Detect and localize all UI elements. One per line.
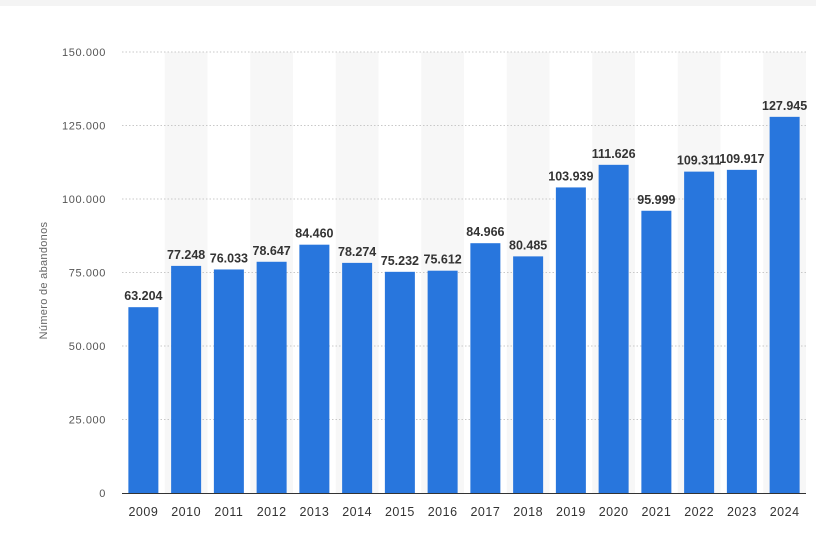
x-tick-label: 2022 bbox=[684, 505, 714, 519]
bar-value-label: 80.485 bbox=[509, 238, 547, 252]
y-tick-label: 150.000 bbox=[62, 47, 106, 59]
y-tick-label: 50.000 bbox=[69, 341, 106, 353]
y-tick-label: 0 bbox=[99, 488, 106, 500]
x-tick-label: 2014 bbox=[342, 505, 372, 519]
y-axis-ticks: 0 25.000 50.000 75.000 100.000 125.000 150.000 bbox=[62, 47, 106, 500]
bar-value-labels: 63.204 77.248 76.033 78.647 84.460 78.274 75.2… bbox=[124, 99, 807, 303]
bar-2018[interactable] bbox=[513, 256, 544, 493]
y-tick-label: 100.000 bbox=[62, 194, 106, 206]
bar-value-label: 75.612 bbox=[424, 253, 462, 267]
bars bbox=[128, 116, 800, 493]
bar-2014[interactable] bbox=[342, 262, 373, 493]
bar-value-label: 84.966 bbox=[466, 225, 504, 239]
bar-2021[interactable] bbox=[641, 210, 672, 493]
x-tick-label: 2023 bbox=[727, 505, 757, 519]
x-tick-label: 2013 bbox=[299, 505, 329, 519]
bar-2019[interactable] bbox=[555, 187, 586, 493]
y-axis-label: Número de abandonos bbox=[38, 222, 50, 340]
bar-2020[interactable] bbox=[598, 164, 629, 493]
bar-value-label: 76.033 bbox=[210, 251, 248, 265]
bar-value-label: 77.248 bbox=[167, 248, 205, 262]
bar-2015[interactable] bbox=[384, 271, 415, 493]
bar-2009[interactable] bbox=[128, 307, 159, 493]
x-tick-label: 2020 bbox=[599, 505, 629, 519]
bar-2010[interactable] bbox=[171, 265, 202, 493]
bar-value-label: 78.647 bbox=[253, 244, 291, 258]
bar-2024[interactable] bbox=[769, 116, 800, 493]
bar-value-label: 127.945 bbox=[762, 99, 807, 113]
x-tick-label: 2015 bbox=[385, 505, 415, 519]
bar-value-label: 103.939 bbox=[548, 169, 593, 183]
x-tick-label: 2024 bbox=[770, 505, 800, 519]
bar-value-label: 111.626 bbox=[592, 147, 636, 161]
bar-2013[interactable] bbox=[299, 244, 330, 493]
x-tick-label: 2016 bbox=[428, 505, 458, 519]
x-tick-label: 2018 bbox=[513, 505, 543, 519]
x-tick-label: 2021 bbox=[641, 505, 671, 519]
bar-value-label: 75.232 bbox=[381, 254, 419, 268]
bar-2017[interactable] bbox=[470, 243, 501, 493]
x-axis-ticks: 2009 2010 2011 2012 2013 2014 2015 2016 2017 2018… bbox=[128, 505, 799, 519]
bar-value-label: 78.274 bbox=[338, 245, 376, 259]
x-tick-label: 2019 bbox=[556, 505, 586, 519]
bar-2022[interactable] bbox=[684, 171, 715, 493]
bar-2011[interactable] bbox=[213, 269, 244, 493]
bar-value-label: 109.917 bbox=[719, 152, 764, 166]
x-tick-label: 2009 bbox=[128, 505, 158, 519]
x-tick-label: 2012 bbox=[257, 505, 287, 519]
y-tick-label: 25.000 bbox=[69, 415, 106, 427]
bar-value-label: 84.460 bbox=[295, 227, 333, 241]
x-tick-label: 2011 bbox=[214, 505, 243, 519]
bar-2016[interactable] bbox=[427, 270, 458, 493]
bar-2012[interactable] bbox=[256, 261, 287, 493]
top-rule bbox=[0, 0, 816, 6]
bar-value-label: 109.311 bbox=[677, 154, 722, 168]
x-tick-label: 2010 bbox=[171, 505, 201, 519]
bar-value-label: 95.999 bbox=[637, 193, 675, 207]
bar-2023[interactable] bbox=[726, 169, 757, 493]
y-tick-label: 75.000 bbox=[69, 268, 106, 280]
y-tick-label: 125.000 bbox=[62, 121, 106, 133]
bar-value-label: 63.204 bbox=[124, 289, 162, 303]
x-tick-label: 2017 bbox=[470, 505, 500, 519]
